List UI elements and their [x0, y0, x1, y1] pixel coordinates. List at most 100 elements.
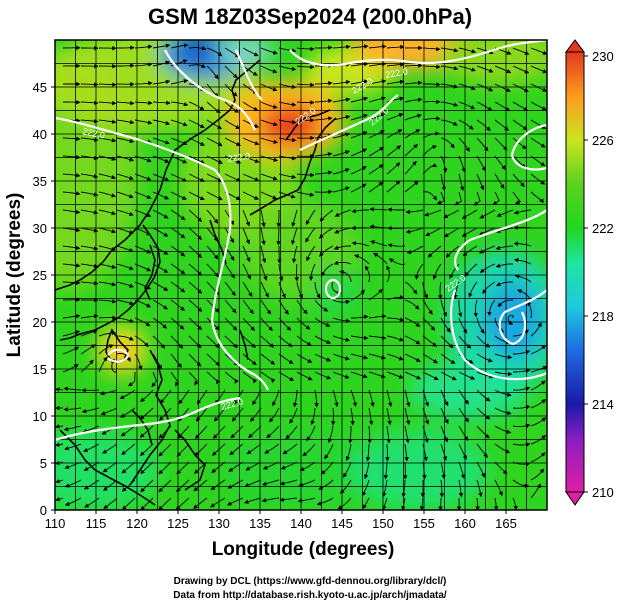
streamline	[62, 136, 81, 142]
contour-label: 222.0	[227, 151, 251, 164]
streamline	[290, 227, 298, 245]
streamline	[260, 65, 278, 74]
streamline	[268, 407, 280, 423]
streamline	[291, 209, 298, 228]
streamline	[224, 119, 241, 129]
streamline	[332, 186, 350, 193]
streamline	[170, 317, 185, 330]
streamline	[333, 245, 351, 250]
streamline	[116, 317, 135, 323]
streamline	[530, 365, 547, 373]
streamline	[476, 119, 491, 131]
streamline	[117, 63, 135, 68]
streamline	[370, 240, 388, 247]
streamline	[350, 148, 368, 157]
streamline	[440, 101, 459, 107]
streamline	[260, 263, 268, 281]
streamline	[62, 330, 81, 337]
x-tick-label: 130	[208, 516, 230, 531]
streamline	[206, 263, 219, 278]
streamline	[62, 209, 81, 215]
streamline	[476, 425, 490, 439]
streamline	[242, 101, 259, 111]
streamline	[158, 443, 172, 457]
streamline	[134, 227, 152, 236]
streamline	[80, 281, 99, 286]
streamline	[422, 371, 439, 380]
streamline	[282, 443, 298, 455]
streamline	[120, 425, 136, 437]
streamline	[80, 209, 99, 215]
streamline	[134, 263, 152, 272]
streamline	[80, 344, 96, 355]
streamline	[351, 314, 369, 320]
streamline	[266, 425, 280, 439]
streamline	[440, 119, 458, 126]
streamline	[80, 191, 99, 197]
contour-222	[55, 40, 547, 442]
streamlines	[55, 43, 547, 510]
streamline	[513, 368, 531, 374]
streamline	[458, 407, 470, 423]
streamline	[260, 173, 278, 181]
streamline	[152, 119, 171, 126]
streamline	[530, 83, 547, 92]
streamline	[458, 137, 470, 152]
streamline	[158, 461, 172, 475]
colorbar-bottom-arrow	[565, 491, 585, 506]
streamline	[494, 101, 511, 112]
streamline	[368, 371, 386, 379]
streamline	[387, 317, 405, 322]
streamline	[387, 207, 405, 213]
streamline	[494, 389, 512, 397]
y-tick-label: 0	[40, 503, 47, 518]
streamline	[98, 191, 117, 198]
streamline	[405, 209, 424, 215]
streamline	[458, 479, 464, 498]
streamline	[80, 173, 99, 179]
streamline	[116, 100, 135, 106]
streamline	[121, 443, 136, 456]
streamline	[210, 479, 226, 491]
streamline	[495, 227, 514, 234]
streamline	[494, 425, 512, 434]
streamline	[152, 173, 170, 182]
streamline	[98, 119, 117, 124]
streamline	[319, 209, 334, 222]
streamline	[458, 461, 466, 479]
streamline	[422, 144, 438, 157]
streamline	[314, 152, 333, 157]
streamline	[80, 263, 99, 269]
streamline	[195, 425, 208, 440]
streamline	[226, 497, 244, 506]
streamline	[188, 119, 205, 129]
streamline	[193, 497, 208, 509]
streamline	[494, 443, 511, 454]
streamline	[152, 209, 169, 219]
x-axis-label: Longitude (degrees)	[212, 539, 395, 560]
streamline	[362, 497, 370, 510]
credit-drawing: Drawing by DCL (https://www.gfd-dennou.o…	[174, 576, 447, 587]
streamline	[530, 101, 547, 111]
y-tick-label: 45	[33, 80, 47, 95]
streamline	[296, 353, 313, 363]
streamline	[134, 119, 153, 125]
x-tick-labels: 110 115 120 125 130 135 140 145 150 155 160 165	[45, 510, 517, 531]
streamline	[314, 299, 329, 312]
streamline	[404, 160, 417, 175]
streamline	[388, 258, 406, 265]
streamline	[404, 63, 423, 68]
streamline	[298, 479, 316, 487]
streamline	[260, 245, 267, 264]
streamline	[497, 299, 514, 308]
streamline	[314, 317, 331, 327]
streamline	[188, 46, 207, 51]
streamline	[188, 101, 205, 111]
streamline	[188, 263, 203, 276]
streamline	[386, 180, 401, 193]
streamline	[494, 407, 512, 416]
streamline	[350, 61, 369, 67]
streamline	[386, 265, 391, 283]
streamline	[332, 79, 351, 85]
streamline	[116, 137, 135, 144]
